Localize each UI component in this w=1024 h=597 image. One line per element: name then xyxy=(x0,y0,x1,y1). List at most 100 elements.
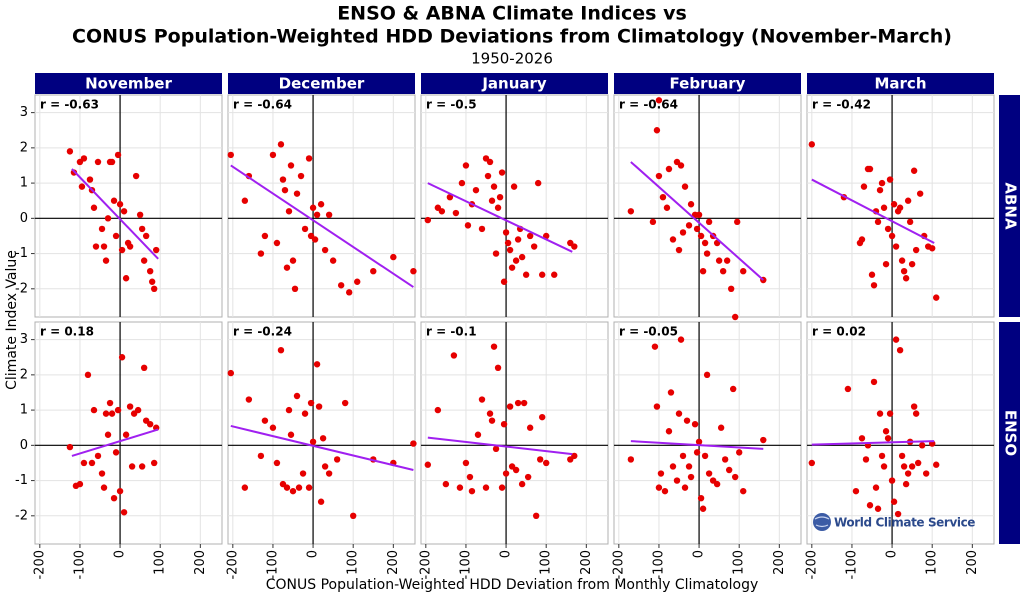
point xyxy=(723,257,731,264)
x-tick-label: -200 xyxy=(804,550,819,580)
chart-subtitle: 1950-2026 xyxy=(471,50,553,68)
chart-title: ENSO & ABNA Climate Indices vs xyxy=(337,3,687,25)
point xyxy=(504,239,512,247)
point xyxy=(138,463,146,470)
point xyxy=(464,222,472,229)
point xyxy=(478,396,486,403)
point xyxy=(894,510,902,518)
x-tick-label: 0 xyxy=(692,550,707,558)
point xyxy=(502,470,510,477)
point xyxy=(289,487,297,495)
fit-line xyxy=(811,440,935,446)
x-tick-label: 200 xyxy=(579,550,594,575)
point xyxy=(227,151,235,159)
point xyxy=(126,403,134,410)
point xyxy=(269,424,277,431)
point xyxy=(912,246,920,254)
point xyxy=(287,431,295,438)
point xyxy=(518,253,526,261)
point xyxy=(438,208,446,215)
point xyxy=(669,236,677,243)
point xyxy=(506,246,514,254)
point xyxy=(900,267,908,275)
point xyxy=(102,257,110,264)
watermark: World Climate Service xyxy=(813,513,976,531)
point xyxy=(434,406,442,414)
point xyxy=(683,417,691,424)
point xyxy=(651,343,659,350)
point xyxy=(80,155,88,162)
point xyxy=(892,243,900,250)
point xyxy=(520,399,528,407)
y-tick-label: -1 xyxy=(15,246,28,261)
y-tick-label: 0 xyxy=(20,211,28,226)
point xyxy=(538,271,546,278)
x-tick-label: -200 xyxy=(418,550,433,580)
point xyxy=(241,484,249,491)
point xyxy=(345,289,353,296)
point xyxy=(446,193,454,201)
x-tick-label: 200 xyxy=(386,550,401,575)
point xyxy=(904,197,912,204)
point xyxy=(679,229,687,236)
point xyxy=(896,346,904,354)
point xyxy=(313,361,321,368)
point xyxy=(866,165,874,173)
r-label: r = -0.42 xyxy=(812,98,871,112)
point xyxy=(858,236,866,243)
panel-background xyxy=(613,321,802,545)
point xyxy=(227,369,235,377)
point xyxy=(880,204,888,211)
point xyxy=(136,211,144,219)
point xyxy=(104,431,112,438)
point xyxy=(110,494,118,502)
point xyxy=(319,435,327,442)
point xyxy=(390,253,397,261)
point xyxy=(488,417,496,424)
r-label: r = -0.05 xyxy=(619,325,678,339)
point xyxy=(874,218,882,226)
x-tick-label: 100 xyxy=(153,550,168,575)
point xyxy=(677,162,685,169)
y-tick-label: -2 xyxy=(15,281,28,296)
fit-line xyxy=(630,440,764,450)
point xyxy=(902,480,910,488)
point xyxy=(305,155,313,162)
point xyxy=(134,406,142,414)
point xyxy=(740,267,747,275)
point xyxy=(112,449,120,456)
point xyxy=(108,410,116,417)
point xyxy=(518,480,526,488)
point xyxy=(492,445,500,453)
row-strip xyxy=(999,95,1020,317)
point xyxy=(667,389,675,396)
x-tick-label: 100 xyxy=(539,550,554,575)
point xyxy=(140,364,148,372)
point xyxy=(150,459,158,467)
point xyxy=(66,148,74,155)
point xyxy=(293,190,301,197)
point xyxy=(695,211,703,219)
point xyxy=(116,487,124,495)
point xyxy=(888,232,896,240)
point xyxy=(94,452,102,460)
point xyxy=(661,487,669,495)
point xyxy=(691,420,699,428)
point xyxy=(876,186,884,194)
point xyxy=(146,420,154,428)
chart-title: CONUS Population-Weighted HDD Deviations… xyxy=(72,26,952,48)
point xyxy=(305,484,313,491)
point xyxy=(456,484,464,491)
point xyxy=(150,285,158,293)
point xyxy=(512,257,520,264)
point xyxy=(297,172,305,180)
point xyxy=(890,498,898,505)
panel-background xyxy=(806,321,995,545)
point xyxy=(665,428,673,435)
x-tick-label: 100 xyxy=(346,550,361,575)
point xyxy=(468,487,476,495)
point xyxy=(886,410,894,417)
point xyxy=(933,461,940,468)
point xyxy=(118,246,126,254)
